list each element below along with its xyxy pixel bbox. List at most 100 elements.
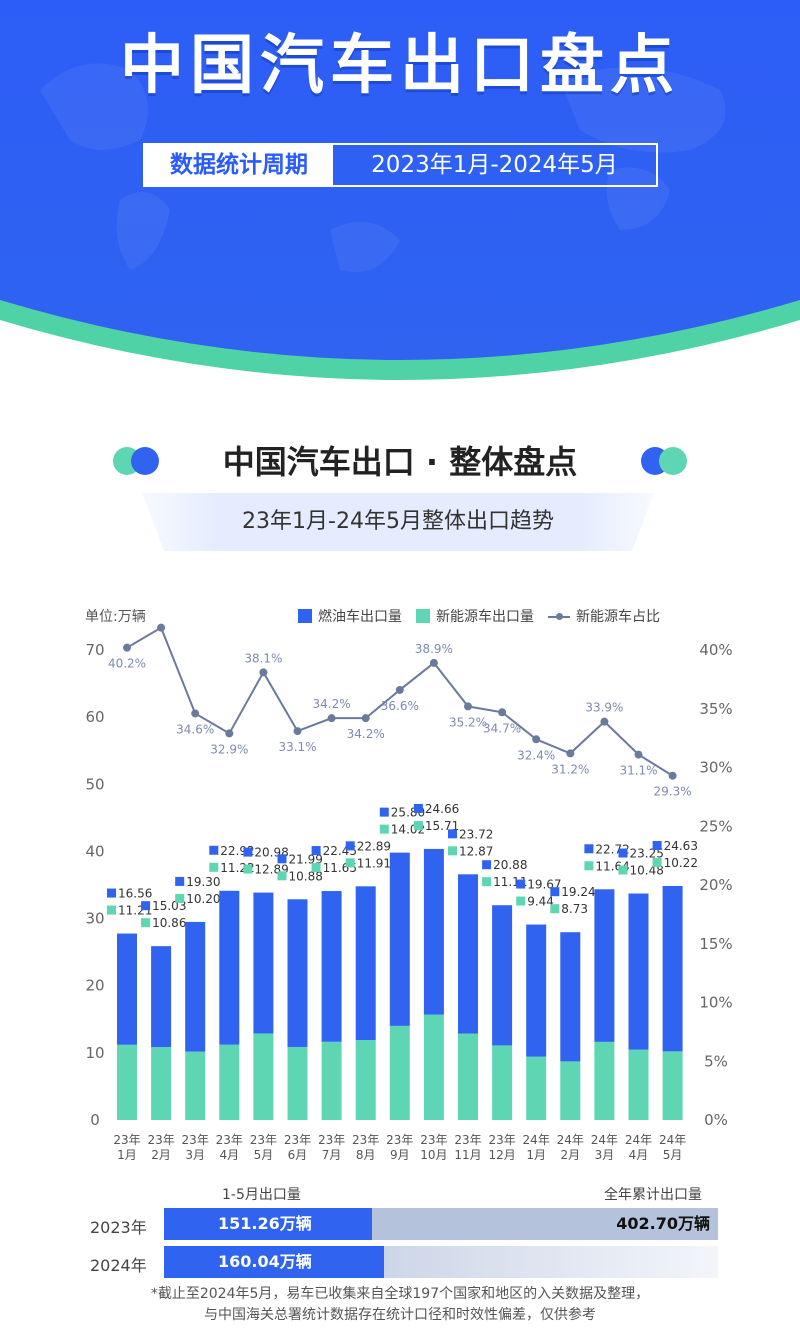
label-swatch-nev-4 <box>243 864 253 874</box>
bar-fuel-6 <box>321 891 342 1042</box>
label-swatch-nev-1 <box>141 918 151 928</box>
share-point-9 <box>429 658 438 667</box>
label-swatch-fuel-15 <box>618 848 628 858</box>
annual-header: 全年累计出口量 <box>604 1187 702 1203</box>
data-label-fuel-13: 19.24 <box>561 885 595 899</box>
label-swatch-nev-15 <box>618 865 628 875</box>
x-tick-16: 24年 5月 <box>659 1133 686 1162</box>
x-tick-12: 24年 1月 <box>523 1133 550 1162</box>
bar-fuel-14 <box>594 889 615 1042</box>
ytd-header: 1-5月出口量 <box>222 1187 301 1203</box>
data-label-fuel-7: 22.89 <box>357 839 391 853</box>
share-point-1 <box>157 623 166 632</box>
export-chart: 0 10 20 30 40 50 60 70 0% 5% 10% 15% 20% 25% 30% 35% 40%… <box>85 620 732 1162</box>
share-label-3: 32.9% <box>210 742 248 756</box>
y-right-tick-1: 5% <box>704 1052 728 1070</box>
y-right-tick-7: 35% <box>699 700 732 718</box>
label-swatch-fuel-1 <box>141 901 151 911</box>
bar-nev-9 <box>423 1014 444 1120</box>
x-tick-2: 23年 3月 <box>182 1133 209 1162</box>
bar-fuel-2 <box>185 921 206 1052</box>
legend-item-share: 新能源车占比 <box>548 606 660 626</box>
row-2023-total-label: 402.70万辆 <box>616 1214 710 1233</box>
x-tick-14: 24年 3月 <box>591 1133 618 1162</box>
bar-nev-8 <box>389 1025 410 1120</box>
y-left-tick-3: 30 <box>85 910 104 928</box>
share-label-5: 33.1% <box>278 740 316 754</box>
bar-nev-0 <box>117 1044 137 1120</box>
bar-fuel-13 <box>560 932 581 1062</box>
label-swatch-fuel-7 <box>345 841 355 851</box>
label-swatch-fuel-8 <box>379 807 389 817</box>
data-label-nev-10: 12.87 <box>459 844 493 858</box>
legend-swatch-fuel <box>298 609 312 623</box>
label-swatch-fuel-5 <box>277 854 287 864</box>
row-2023-track: 151.26万辆 402.70万辆 <box>164 1208 718 1240</box>
x-tick-13: 24年 2月 <box>557 1133 584 1162</box>
data-label-fuel-0: 16.56 <box>118 887 152 901</box>
legend-item-nev: 新能源车出口量 <box>416 606 534 626</box>
x-tick-10: 23年 11月 <box>454 1133 481 1162</box>
data-label-fuel-15: 23.25 <box>630 847 664 861</box>
share-label-14: 33.9% <box>585 701 623 715</box>
y-left-tick-7: 70 <box>85 641 104 659</box>
label-swatch-fuel-4 <box>243 847 253 857</box>
label-swatch-nev-0 <box>107 905 116 915</box>
legend-label-share: 新能源车占比 <box>576 609 660 625</box>
label-swatch-nev-5 <box>277 871 287 881</box>
label-swatch-nev-13 <box>550 904 560 914</box>
share-point-2 <box>191 709 200 718</box>
x-tick-9: 23年 10月 <box>420 1133 447 1162</box>
y-left-tick-6: 60 <box>85 708 104 726</box>
data-label-nev-7: 11.91 <box>357 856 391 870</box>
bar-fuel-0 <box>117 933 137 1045</box>
bar-fuel-4 <box>253 892 274 1034</box>
label-swatch-nev-6 <box>311 863 321 873</box>
y-left-tick-4: 40 <box>85 842 104 860</box>
decor-dots-right <box>641 447 689 475</box>
label-swatch-nev-11 <box>482 877 492 887</box>
x-tick-4: 23年 5月 <box>250 1133 277 1162</box>
share-point-7 <box>361 714 370 723</box>
x-tick-0: 23年 1月 <box>113 1133 140 1162</box>
x-tick-3: 23年 4月 <box>216 1133 243 1162</box>
data-label-nev-12: 9.44 <box>527 895 554 909</box>
bar-fuel-7 <box>355 886 376 1041</box>
share-point-13 <box>566 749 575 758</box>
bar-fuel-16 <box>662 886 683 1052</box>
bar-fuel-9 <box>423 848 444 1015</box>
bar-fuel-8 <box>389 852 410 1026</box>
share-label-4: 38.1% <box>244 651 282 665</box>
y-right-tick-4: 20% <box>699 876 732 894</box>
y-right-tick-0: 0% <box>704 1111 728 1129</box>
share-point-4 <box>259 668 268 677</box>
share-point-16 <box>668 771 677 780</box>
legend-swatch-share <box>548 609 570 623</box>
share-label-11: 34.7% <box>483 721 521 735</box>
bar-nev-11 <box>492 1045 513 1120</box>
bar-fuel-3 <box>219 890 240 1045</box>
data-label-nev-2: 10.20 <box>186 892 220 906</box>
data-label-fuel-11: 20.88 <box>493 858 527 872</box>
label-swatch-nev-10 <box>448 846 457 856</box>
share-point-14 <box>600 717 609 726</box>
data-label-nev-15: 10.48 <box>630 864 664 878</box>
y-right-tick-8: 40% <box>699 641 732 659</box>
decor-dots-left <box>113 447 161 475</box>
bar-nev-5 <box>287 1046 308 1120</box>
header-blue-panel <box>0 0 800 360</box>
row-2023-ytd-bar <box>164 1208 373 1240</box>
share-label-13: 31.2% <box>551 762 589 776</box>
row-2024-track: 160.04万辆 <box>164 1246 718 1278</box>
bar-fuel-12 <box>526 924 547 1057</box>
share-label-8: 36.6% <box>381 699 419 713</box>
share-point-11 <box>498 708 507 717</box>
label-swatch-nev-16 <box>652 858 662 868</box>
y-right-tick-2: 10% <box>699 994 732 1012</box>
period-box: 数据统计周期 2023年1月-2024年5月 <box>143 143 658 187</box>
footnote-line-2: 与中国海关总署统计数据存在统计口径和时效性偏差，仅供参考 <box>204 1307 596 1323</box>
subtitle-band <box>142 493 654 551</box>
share-point-5 <box>293 727 302 736</box>
label-swatch-fuel-0 <box>107 888 116 898</box>
bar-fuel-15 <box>628 893 649 1050</box>
